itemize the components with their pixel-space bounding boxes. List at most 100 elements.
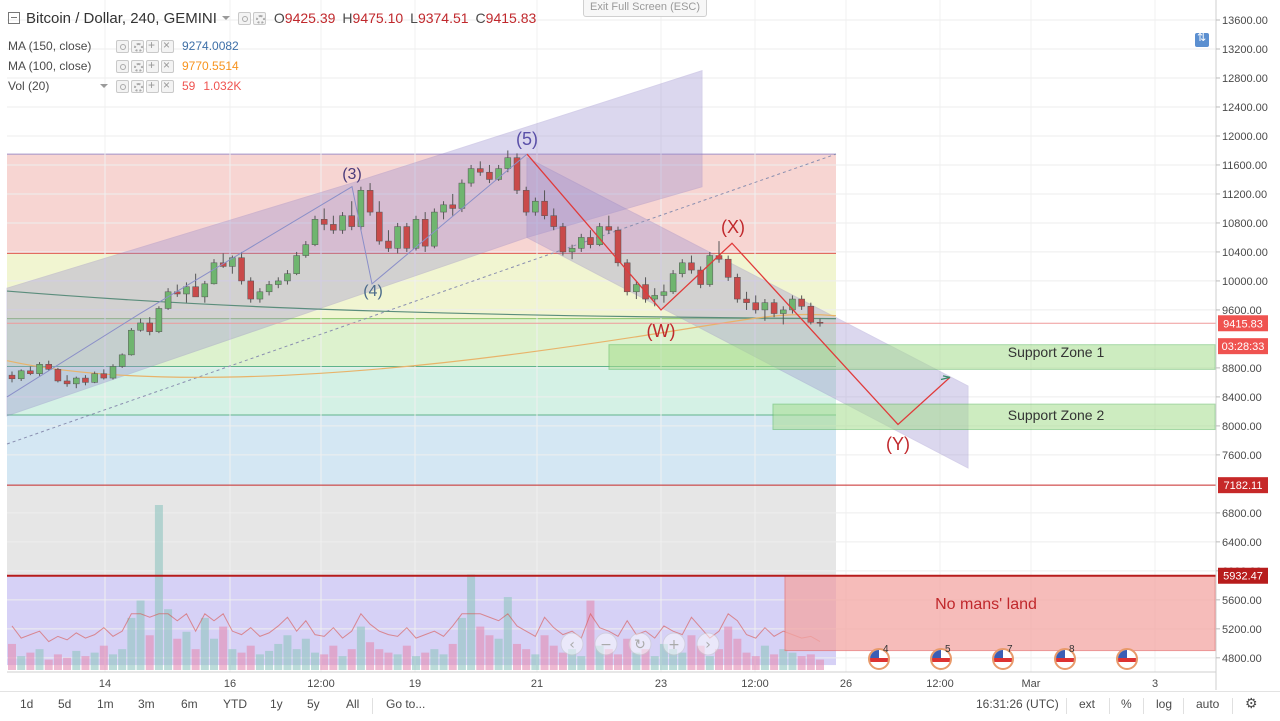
range-button-all[interactable]: All [346,697,360,711]
range-button-1d[interactable]: 1d [20,697,34,711]
chart-nav-icon[interactable]: ‹ [569,637,575,653]
event-flag-icon[interactable] [1116,648,1138,670]
chart-nav-icon[interactable]: + [668,637,680,653]
price-tick-label: 12000.00 [1222,131,1268,143]
gear-icon[interactable] [131,39,144,53]
auto-toggle[interactable]: auto [1196,697,1220,711]
chart-nav-button[interactable] [594,632,618,656]
volume-bar [669,649,678,670]
candle-body [357,190,365,227]
volume-bar [90,652,99,670]
arrowhead [940,375,951,381]
log-toggle[interactable]: log [1156,697,1173,711]
scale-toggle-icon[interactable] [1195,31,1209,47]
candle-body [568,248,576,253]
candle-body [761,302,769,311]
chart-nav-button[interactable] [628,632,652,656]
plus-icon[interactable] [146,38,159,53]
clock-label[interactable]: 16:31:26 (UTC) [976,697,1059,711]
gear-icon[interactable] [252,11,266,25]
ohlc-value: 9374.51 [417,10,469,26]
ohlc-key: H [342,10,353,26]
ohlc-item: H9475.10 [342,10,403,26]
event-flag-icon[interactable] [1054,648,1076,670]
indicator-row[interactable]: MA (100, close) 9770.5514 [8,57,239,75]
volume-bar [806,654,815,670]
candle-body [605,226,613,231]
range-button-5y[interactable]: 5y [307,697,320,711]
volume-ma-line [11,612,821,643]
chevron-down-icon[interactable] [221,16,230,20]
eye-icon[interactable] [116,59,129,73]
plus-icon[interactable] [146,58,159,73]
event-count: 7 [1007,644,1013,655]
volume-bar [375,649,384,670]
price-tick-label: 10400.00 [1222,247,1268,259]
time-tick-label: 3 [1152,678,1158,690]
range-button-6m[interactable]: 6m [181,697,198,711]
gear-icon[interactable] [131,79,144,93]
volume-bar [696,645,705,670]
volume-bar [219,626,228,670]
candle-body [431,211,438,247]
chart-nav-button[interactable] [560,632,584,656]
goto-button[interactable]: Go to... [386,697,426,711]
wave-label: (W) [647,321,676,341]
range-button-3m[interactable]: 3m [138,697,155,711]
chart-nav-icon[interactable]: − [600,637,612,653]
event-flag-icon[interactable] [992,648,1014,670]
range-button-5d[interactable]: 5d [58,697,72,711]
zone-label: Support Zone 1 [1008,344,1105,360]
eye-icon[interactable] [116,79,129,93]
time-tick-label: 19 [409,678,421,690]
ohlc-value: 9415.83 [485,10,537,26]
volume-bar [659,643,668,670]
candle-body [504,157,512,169]
close-icon[interactable] [161,58,174,73]
candle-body [73,377,80,385]
candle-body [394,226,401,249]
range-button-1y[interactable]: 1y [270,697,283,711]
event-flag-icon[interactable] [930,648,952,670]
eye-icon[interactable] [116,39,129,53]
volume-bar [522,649,531,670]
price-tick-label: 11600.00 [1222,160,1267,172]
volume-bar [292,649,301,670]
candle-body [633,284,640,293]
chart-nav-icon[interactable]: › [705,637,711,653]
volume-bar [81,656,90,670]
plus-icon[interactable] [146,78,159,93]
indicator-row[interactable]: MA (150, close) 9274.0082 [8,37,239,55]
indicator-label[interactable]: MA (100, close) [8,59,92,73]
collapse-icon[interactable] [8,12,20,24]
indicator-row[interactable]: Vol (20) 59 1.032K [8,77,241,95]
price-tick-label: 7600.00 [1222,450,1262,462]
chart-nav-button[interactable] [696,632,720,656]
time-tick-label: 12:00 [307,678,335,690]
price-tick-label: 12400.00 [1222,102,1268,114]
candle-body [348,215,355,227]
indicator-label[interactable]: Vol (20) [8,79,50,93]
chart-nav-icon[interactable]: ↻ [634,637,646,653]
percent-toggle[interactable]: % [1121,697,1132,711]
chevron-down-icon[interactable] [100,84,108,88]
range-button-1m[interactable]: 1m [97,697,114,711]
range-button-ytd[interactable]: YTD [223,697,247,711]
exit-fullscreen-button[interactable]: Exit Full Screen (ESC) [583,0,708,17]
symbol-title[interactable]: Bitcoin / Dollar, 240, GEMINI [26,9,217,27]
volume-bar [439,654,448,670]
event-flag-icon[interactable] [868,648,890,670]
candle-body [770,302,778,314]
candle-body [100,373,108,379]
candle-body [128,329,135,356]
close-icon[interactable] [161,38,174,53]
volume-bar [182,631,191,670]
chart-nav-button[interactable] [662,632,686,656]
indicator-label[interactable]: MA (150, close) [8,39,92,53]
gear-icon[interactable]: ⚙ [1245,695,1258,711]
close-icon[interactable] [161,78,174,93]
gear-icon[interactable] [131,59,144,73]
eye-icon[interactable] [237,11,251,25]
ext-toggle[interactable]: ext [1079,697,1096,711]
